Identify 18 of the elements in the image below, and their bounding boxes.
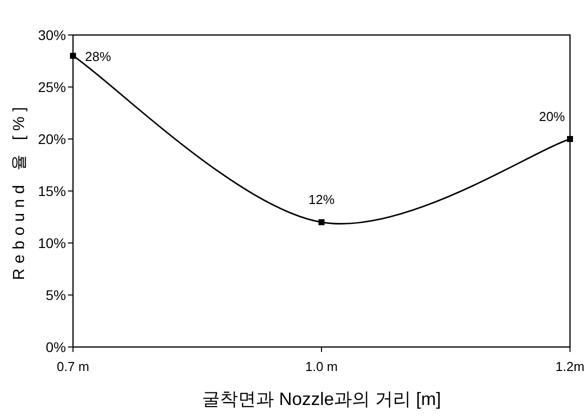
point — [70, 52, 76, 59]
y-tick-label: 25% — [38, 79, 66, 95]
x-tick-label: 1.0 m — [305, 359, 338, 374]
y-tick-label: 10% — [38, 235, 66, 251]
y-tick-label: 15% — [38, 183, 66, 199]
point — [318, 219, 324, 226]
point — [567, 136, 573, 142]
x-tick-label: 0.7 m — [56, 359, 90, 374]
data-label: 28% — [85, 48, 112, 64]
y-tick-label: 5% — [46, 287, 66, 303]
y-tick-label: 20% — [38, 131, 66, 147]
y-tick-label: 30% — [38, 27, 66, 43]
data-label: 20% — [538, 109, 566, 124]
data-label: 12% — [308, 192, 335, 208]
x-axis-title: 굴착면과 Nozzle과의 거리 [m] — [202, 389, 442, 409]
x-tick-label: 1.2m — [556, 359, 584, 374]
y-tick-label: 0% — [46, 339, 66, 355]
y-axis-title: Rebound 율 [%] — [11, 102, 28, 280]
